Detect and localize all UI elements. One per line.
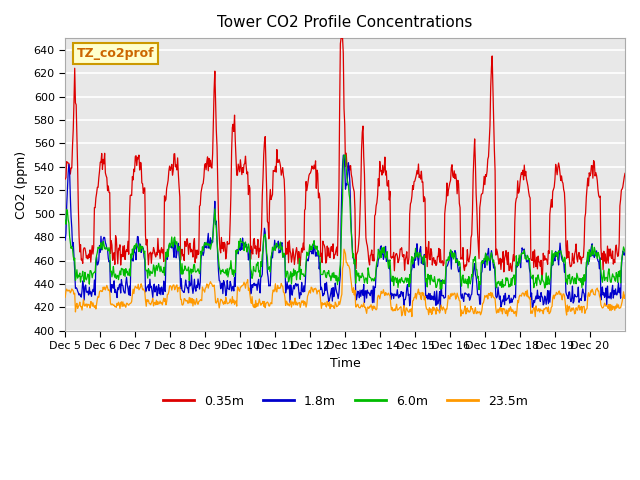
Legend: 0.35m, 1.8m, 6.0m, 23.5m: 0.35m, 1.8m, 6.0m, 23.5m — [157, 390, 532, 413]
Y-axis label: CO2 (ppm): CO2 (ppm) — [15, 150, 28, 218]
X-axis label: Time: Time — [330, 357, 360, 370]
Text: TZ_co2prof: TZ_co2prof — [76, 47, 154, 60]
Title: Tower CO2 Profile Concentrations: Tower CO2 Profile Concentrations — [218, 15, 473, 30]
